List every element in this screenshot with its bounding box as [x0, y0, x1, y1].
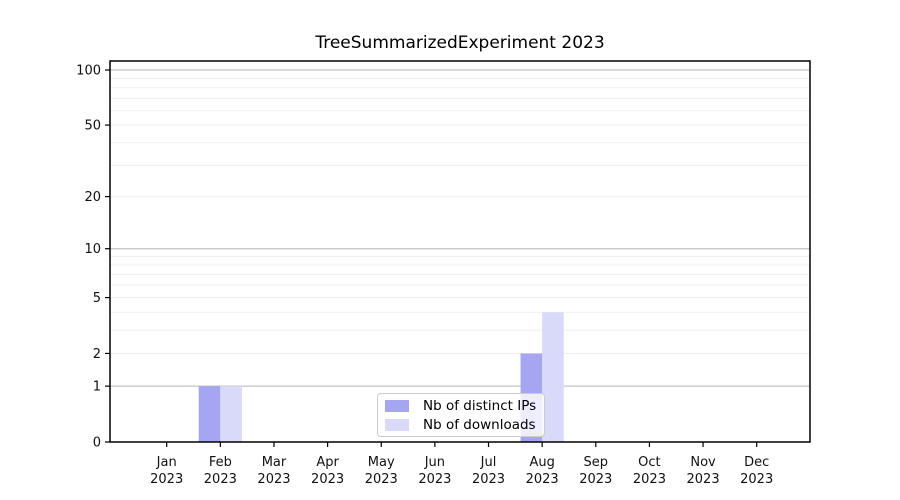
legend-item-downloads: Nb of downloads [385, 417, 537, 433]
x-tick-label-month: Apr [316, 455, 339, 470]
bar-downloads [542, 312, 564, 442]
x-tick-label-month: Mar [262, 455, 287, 470]
x-tick-label-year: 2023 [687, 472, 720, 487]
y-tick-label: 0 [93, 436, 101, 451]
x-tick-label-month: Aug [529, 455, 554, 470]
x-tick-label-year: 2023 [418, 472, 451, 487]
x-tick-label-year: 2023 [526, 472, 559, 487]
x-tick-label-year: 2023 [311, 472, 344, 487]
x-tick-label-month: Nov [690, 455, 716, 470]
x-tick-label-year: 2023 [204, 472, 237, 487]
y-tick-label: 100 [76, 64, 101, 79]
x-tick-label-year: 2023 [740, 472, 773, 487]
y-tick-label: 2 [93, 347, 101, 362]
x-tick-label-year: 2023 [365, 472, 398, 487]
y-tick-label: 1 [93, 380, 101, 395]
y-tick-label: 20 [84, 190, 101, 205]
x-tick-label-year: 2023 [150, 472, 183, 487]
x-tick-label-year: 2023 [472, 472, 505, 487]
y-tick-label: 10 [84, 242, 101, 257]
legend-swatch-distinct-ips [385, 399, 409, 412]
bar-distinct-ips [198, 386, 221, 442]
chart-title: TreeSummarizedExperiment 2023 [315, 33, 605, 53]
x-tick-label-month: Feb [209, 455, 232, 470]
x-tick-label-month: Jul [480, 455, 497, 470]
y-tick-label: 5 [93, 291, 101, 306]
legend: Nb of distinct IPs Nb of downloads [377, 393, 545, 437]
x-tick-label-month: Jan [156, 455, 177, 470]
x-tick-label-year: 2023 [633, 472, 666, 487]
x-tick-label-month: Jun [424, 455, 445, 470]
x-tick-label-year: 2023 [579, 472, 612, 487]
x-tick-label-month: Dec [744, 455, 769, 470]
bar-downloads [220, 386, 242, 442]
legend-item-distinct-ips: Nb of distinct IPs [385, 398, 537, 414]
plot-border [109, 60, 811, 443]
x-tick-label-month: Oct [638, 455, 660, 470]
x-tick-label-month: Sep [584, 455, 609, 470]
legend-label-downloads: Nb of downloads [423, 416, 536, 433]
legend-label-distinct-ips: Nb of distinct IPs [423, 397, 537, 414]
x-tick-label-month: May [368, 455, 395, 470]
legend-swatch-downloads [385, 418, 409, 431]
x-tick-label-year: 2023 [257, 472, 290, 487]
y-tick-label: 50 [84, 119, 101, 134]
